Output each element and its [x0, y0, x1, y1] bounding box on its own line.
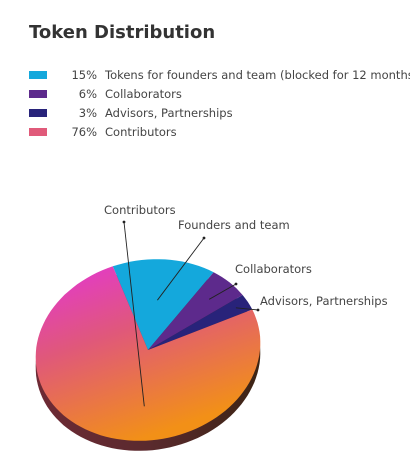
pie-label-collaborators: Collaborators [235, 262, 312, 276]
pie-label-advisors-partnerships: Advisors, Partnerships [260, 294, 388, 308]
pie-label-collaborators-leader-dot [235, 283, 238, 286]
pie-label-advisors-partnerships-leader-dot [257, 309, 260, 312]
pie-label-founders-and-team-leader-dot [203, 237, 206, 240]
pie-label-founders-and-team: Founders and team [178, 218, 290, 232]
pie-label-contributors: Contributors [104, 203, 176, 217]
pie-group [36, 259, 261, 451]
pie-label-contributors-leader-dot [123, 221, 126, 224]
